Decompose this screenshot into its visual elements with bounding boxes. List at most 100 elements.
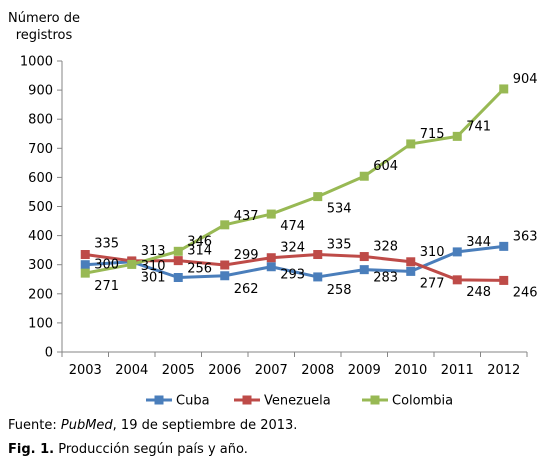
x-tick-label: 2004	[115, 363, 148, 378]
data-label-cuba: 256	[187, 262, 212, 277]
data-point-colombia	[80, 268, 90, 278]
series-line-colombia	[84, 87, 505, 275]
data-point-cuba	[313, 272, 323, 282]
data-point-venezuela	[173, 256, 183, 266]
data-label-colombia: 474	[280, 219, 305, 234]
figure-label: Fig. 1.	[8, 442, 55, 457]
legend-swatch-marker	[242, 395, 252, 405]
data-point-cuba	[266, 262, 276, 272]
x-tick-label: 2008	[301, 363, 334, 378]
data-point-colombia	[499, 84, 509, 94]
data-point-venezuela	[499, 275, 509, 285]
line-chart: Número de registros 0 100 200 300 400 500 600 7…	[8, 11, 538, 409]
source-prefix: Fuente:	[8, 418, 61, 433]
data-point-cuba	[406, 266, 416, 276]
y-tick-label: 0	[45, 346, 53, 361]
data-label-colombia: 604	[373, 159, 398, 174]
source-caption: Fuente: PubMed, 19 de septiembre de 2013…	[8, 418, 297, 433]
data-label-venezuela: 248	[466, 285, 491, 300]
data-label-colombia: 904	[513, 72, 538, 87]
source-name: PubMed	[60, 418, 113, 433]
legend-label: Venezuela	[264, 394, 331, 409]
data-point-cuba	[359, 265, 369, 275]
series-line-venezuela	[85, 253, 504, 282]
y-tick-label: 700	[28, 142, 53, 157]
figure-text: Producción según país y año.	[54, 442, 248, 457]
legend-swatch-marker	[370, 395, 380, 405]
data-labels: 300 310 256 262 293 258 283 277 344 363 335 313 314 2…	[94, 72, 537, 300]
data-label-venezuela: 335	[327, 238, 352, 253]
data-label-venezuela: 335	[94, 237, 119, 252]
figure-caption: Fig. 1. Producción según país y año.	[8, 442, 248, 457]
y-tick-label: 800	[28, 113, 53, 128]
data-label-colombia: 741	[466, 119, 491, 134]
x-tick-label: 2011	[441, 363, 474, 378]
data-point-venezuela	[452, 275, 462, 285]
data-point-venezuela	[220, 260, 230, 270]
data-label-cuba: 277	[420, 276, 445, 291]
x-tick-label: 2006	[208, 363, 241, 378]
data-label-cuba: 283	[373, 271, 398, 286]
y-tick-label: 100	[28, 316, 53, 331]
data-point-colombia	[173, 246, 183, 256]
data-point-venezuela	[266, 253, 276, 263]
data-label-venezuela: 310	[420, 245, 445, 260]
data-label-cuba: 300	[94, 258, 119, 273]
data-point-cuba	[80, 260, 90, 270]
data-label-colombia: 534	[327, 202, 352, 217]
y-tick-label: 300	[28, 258, 53, 273]
data-label-colombia: 346	[187, 234, 212, 249]
data-label-cuba: 258	[327, 283, 352, 298]
data-label-cuba: 344	[466, 235, 491, 250]
series-lines	[80, 84, 509, 285]
data-point-colombia	[220, 220, 230, 230]
data-label-venezuela: 324	[280, 241, 305, 256]
data-point-venezuela	[406, 257, 416, 267]
data-point-venezuela	[80, 250, 90, 260]
axes: 0 100 200 300 400 500 600 700 800 900 1000 2003 2004…	[20, 55, 528, 378]
data-point-venezuela	[359, 252, 369, 262]
data-point-colombia	[313, 192, 323, 202]
data-point-cuba	[173, 273, 183, 283]
data-label-venezuela: 313	[141, 244, 166, 259]
y-tick-label: 1000	[20, 55, 53, 70]
data-point-colombia	[266, 209, 276, 219]
data-label-cuba: 363	[513, 229, 538, 244]
data-label-colombia: 271	[94, 279, 119, 294]
x-tick-label: 2012	[487, 363, 520, 378]
data-point-cuba	[220, 271, 230, 281]
legend-label: Cuba	[176, 394, 210, 409]
legend-label: Colombia	[392, 394, 453, 409]
x-tick-label: 2003	[69, 363, 102, 378]
y-tick-label: 500	[28, 200, 53, 215]
y-axis-title-line2: registros	[16, 28, 73, 43]
source-suffix: , 19 de septiembre de 2013.	[112, 418, 298, 433]
legend-swatch-marker	[154, 395, 164, 405]
data-label-colombia: 437	[234, 209, 259, 224]
data-point-colombia	[406, 139, 416, 149]
data-label-venezuela: 246	[513, 285, 538, 300]
y-tick-label: 400	[28, 229, 53, 244]
y-tick-label: 600	[28, 171, 53, 186]
x-tick-label: 2010	[394, 363, 427, 378]
legend: Cuba Venezuela Colombia	[146, 394, 453, 409]
data-label-colombia: 715	[420, 127, 445, 142]
x-tick-label: 2007	[255, 363, 288, 378]
data-point-venezuela	[313, 250, 323, 260]
y-tick-label: 200	[28, 287, 53, 302]
data-label-colombia: 301	[141, 270, 166, 285]
data-point-colombia	[452, 131, 462, 141]
data-label-cuba: 310	[141, 259, 166, 274]
x-tick-label: 2009	[348, 363, 381, 378]
data-label-cuba: 262	[234, 282, 259, 297]
y-tick-label: 900	[28, 84, 53, 99]
data-label-venezuela: 314	[187, 244, 212, 259]
data-label-cuba: 293	[280, 268, 305, 283]
data-point-colombia	[359, 171, 369, 181]
data-point-cuba	[452, 247, 462, 257]
data-point-colombia	[127, 259, 137, 269]
data-label-venezuela: 299	[234, 248, 259, 263]
x-tick-label: 2005	[162, 363, 195, 378]
series-line-cuba	[85, 244, 504, 280]
y-axis-title-line1: Número de	[8, 11, 80, 26]
